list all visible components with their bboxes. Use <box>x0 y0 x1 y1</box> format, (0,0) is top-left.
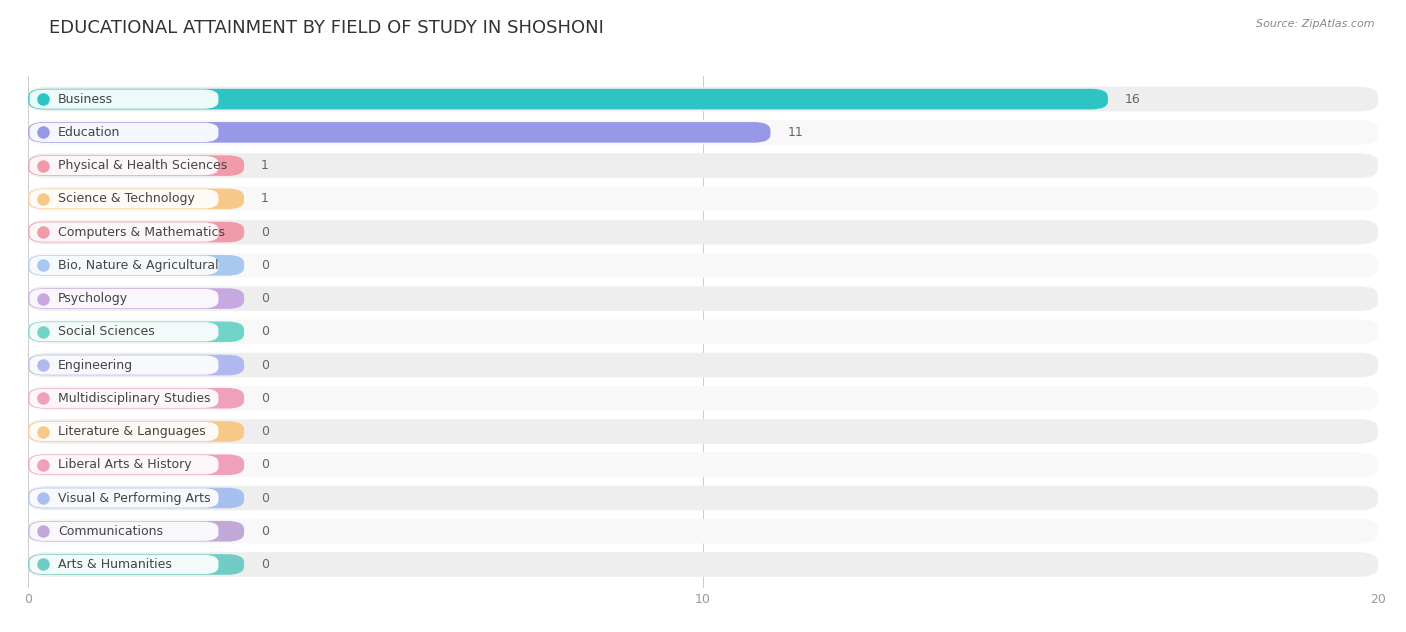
FancyBboxPatch shape <box>28 120 1378 145</box>
FancyBboxPatch shape <box>28 521 245 542</box>
FancyBboxPatch shape <box>28 386 1378 411</box>
Text: Bio, Nature & Agricultural: Bio, Nature & Agricultural <box>58 259 218 272</box>
Text: Education: Education <box>58 126 120 139</box>
Text: 0: 0 <box>262 525 269 538</box>
FancyBboxPatch shape <box>28 154 1378 178</box>
FancyBboxPatch shape <box>30 256 218 275</box>
Text: 0: 0 <box>262 492 269 504</box>
FancyBboxPatch shape <box>30 555 218 574</box>
FancyBboxPatch shape <box>28 419 1378 444</box>
FancyBboxPatch shape <box>28 89 1108 109</box>
FancyBboxPatch shape <box>30 489 218 507</box>
Text: EDUCATIONAL ATTAINMENT BY FIELD OF STUDY IN SHOSHONI: EDUCATIONAL ATTAINMENT BY FIELD OF STUDY… <box>49 19 605 37</box>
Text: Multidisciplinary Studies: Multidisciplinary Studies <box>58 392 211 404</box>
Text: Visual & Performing Arts: Visual & Performing Arts <box>58 492 211 504</box>
Text: 1: 1 <box>262 159 269 172</box>
Text: 0: 0 <box>262 392 269 404</box>
Text: 0: 0 <box>262 325 269 338</box>
Text: Computers & Mathematics: Computers & Mathematics <box>58 226 225 238</box>
FancyBboxPatch shape <box>30 189 218 209</box>
FancyBboxPatch shape <box>30 90 218 109</box>
FancyBboxPatch shape <box>30 222 218 241</box>
FancyBboxPatch shape <box>30 455 218 475</box>
Text: Arts & Humanities: Arts & Humanities <box>58 558 172 571</box>
Text: Literature & Languages: Literature & Languages <box>58 425 205 438</box>
Text: 0: 0 <box>262 226 269 238</box>
FancyBboxPatch shape <box>30 156 218 175</box>
FancyBboxPatch shape <box>28 353 1378 377</box>
Text: 0: 0 <box>262 425 269 438</box>
Text: 0: 0 <box>262 558 269 571</box>
FancyBboxPatch shape <box>28 488 245 508</box>
FancyBboxPatch shape <box>30 289 218 308</box>
FancyBboxPatch shape <box>28 454 245 475</box>
FancyBboxPatch shape <box>28 286 1378 311</box>
FancyBboxPatch shape <box>28 320 1378 344</box>
Text: Engineering: Engineering <box>58 358 134 372</box>
Text: Physical & Health Sciences: Physical & Health Sciences <box>58 159 226 172</box>
FancyBboxPatch shape <box>28 322 245 342</box>
FancyBboxPatch shape <box>30 521 218 541</box>
Text: Source: ZipAtlas.com: Source: ZipAtlas.com <box>1257 19 1375 29</box>
FancyBboxPatch shape <box>30 123 218 142</box>
FancyBboxPatch shape <box>28 453 1378 477</box>
Text: 0: 0 <box>262 259 269 272</box>
FancyBboxPatch shape <box>28 220 1378 245</box>
FancyBboxPatch shape <box>30 389 218 408</box>
FancyBboxPatch shape <box>28 421 245 442</box>
FancyBboxPatch shape <box>28 388 245 409</box>
FancyBboxPatch shape <box>30 322 218 341</box>
FancyBboxPatch shape <box>28 554 245 574</box>
FancyBboxPatch shape <box>28 87 1378 111</box>
FancyBboxPatch shape <box>28 255 245 276</box>
FancyBboxPatch shape <box>30 422 218 441</box>
Text: Social Sciences: Social Sciences <box>58 325 155 338</box>
FancyBboxPatch shape <box>28 552 1378 577</box>
Text: Psychology: Psychology <box>58 292 128 305</box>
FancyBboxPatch shape <box>28 222 245 243</box>
Text: 1: 1 <box>262 192 269 205</box>
Text: 11: 11 <box>787 126 803 139</box>
FancyBboxPatch shape <box>28 122 770 143</box>
Text: Communications: Communications <box>58 525 163 538</box>
FancyBboxPatch shape <box>28 519 1378 544</box>
Text: 16: 16 <box>1125 93 1140 106</box>
FancyBboxPatch shape <box>28 486 1378 510</box>
Text: 0: 0 <box>262 458 269 471</box>
Text: Business: Business <box>58 93 112 106</box>
FancyBboxPatch shape <box>30 355 218 375</box>
FancyBboxPatch shape <box>28 288 245 309</box>
FancyBboxPatch shape <box>28 188 245 209</box>
FancyBboxPatch shape <box>28 155 245 176</box>
FancyBboxPatch shape <box>28 355 245 375</box>
Text: 0: 0 <box>262 292 269 305</box>
FancyBboxPatch shape <box>28 186 1378 211</box>
FancyBboxPatch shape <box>28 253 1378 277</box>
Text: Science & Technology: Science & Technology <box>58 192 194 205</box>
Text: 0: 0 <box>262 358 269 372</box>
Text: Liberal Arts & History: Liberal Arts & History <box>58 458 191 471</box>
